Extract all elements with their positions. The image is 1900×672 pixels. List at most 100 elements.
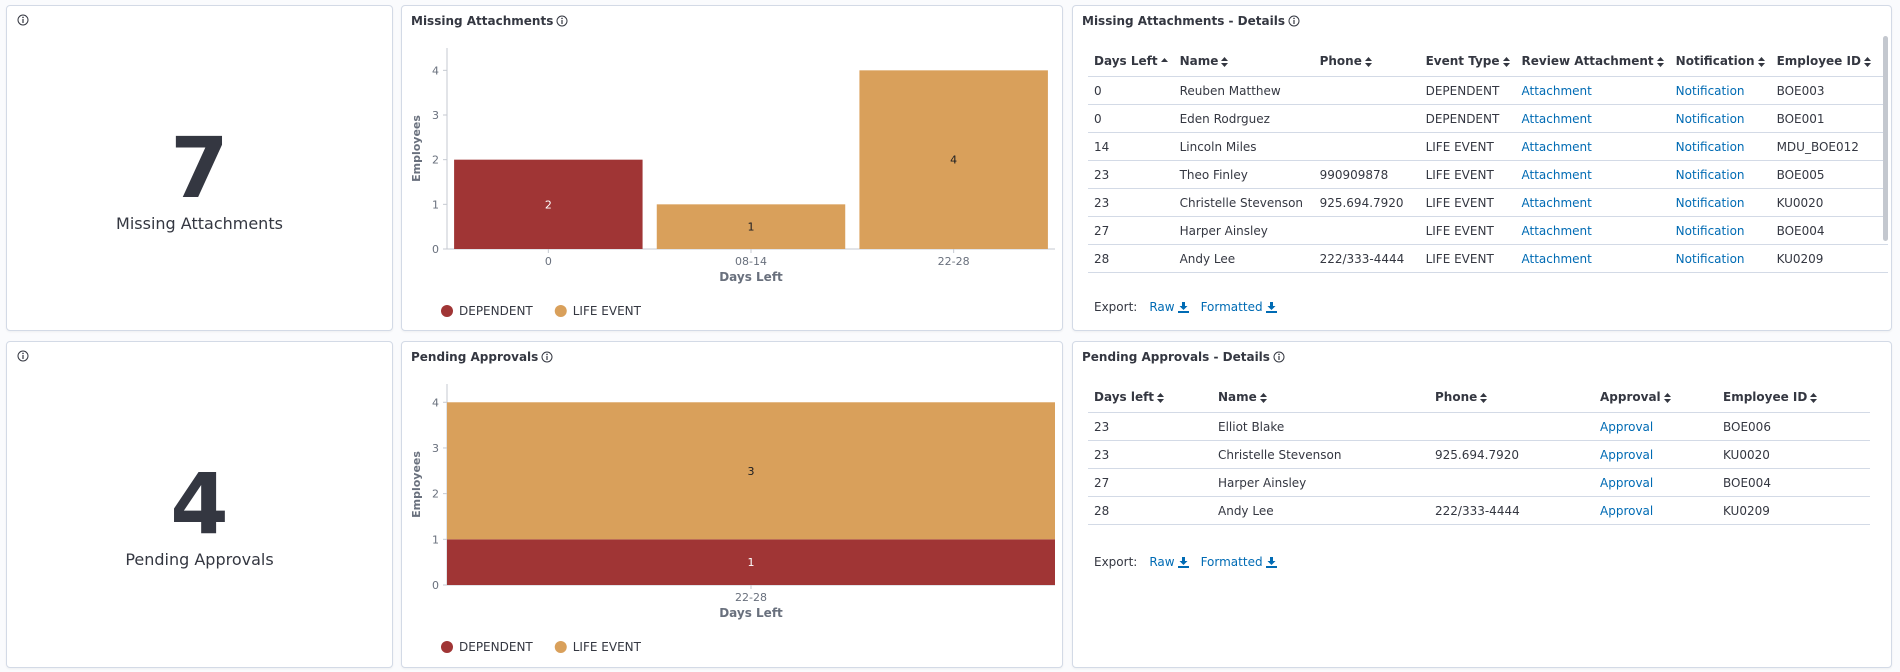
export-raw[interactable]: Raw [1149,300,1189,314]
table-cell: 23 [1088,188,1174,217]
export-formatted[interactable]: Formatted [1201,555,1277,569]
link-cell[interactable]: Attachment [1515,244,1670,273]
sort-icon [1863,56,1871,67]
chart-panel: Pending Approvals 0 1 2 3 4 Employees 22-28 1 3 Da… [401,341,1063,668]
link-cell[interactable]: Approval [1594,440,1717,469]
column-header[interactable]: Phone [1429,382,1594,413]
download-icon [1265,301,1277,313]
bar-segment [447,539,1055,585]
bar-label: 3 [748,465,755,478]
link-cell[interactable]: Notification [1669,244,1771,273]
info-icon [17,350,29,362]
bar-segment [656,204,846,249]
column-header-text: Approval [1600,390,1661,404]
table-cell: 14 [1088,132,1174,161]
link-cell[interactable]: Approval [1594,412,1717,441]
table-cell: DEPENDENT [1419,76,1516,105]
link-cell[interactable]: Attachment [1515,104,1670,133]
column-header[interactable]: Employee ID [1770,46,1888,77]
table-cell: Eden Rodrguez [1173,104,1314,133]
info-icon [541,351,553,363]
table-cell: 23 [1088,160,1174,189]
table-row: 27 Harper Ainsley LIFE EVENT Attachment Noti… [1088,216,1888,245]
y-tick-label: 0 [432,579,439,592]
column-header[interactable]: Employee ID [1717,382,1870,413]
table-cell: KU0020 [1770,188,1888,217]
chart-title: Missing Attachments [411,14,554,28]
table-cell [1429,412,1594,441]
table-title-wrap: Pending Approvals - Details [1082,350,1285,364]
table-cell: 222/333-4444 [1313,244,1420,273]
table-head: Days Left Name Phone Event Type Review Attac… [1088,46,1888,77]
table-cell [1313,76,1420,105]
table-cell: 0 [1088,76,1174,105]
x-tick-label: 0 [545,255,552,268]
link-cell[interactable]: Attachment [1515,188,1670,217]
table-row: 14 Lincoln Miles LIFE EVENT Attachment Notif… [1088,132,1888,161]
table-row: 0 Reuben Matthew DEPENDENT Attachment Notifi… [1088,76,1888,105]
y-tick-label: 2 [432,154,439,167]
table-cell: BOE005 [1770,160,1888,189]
icon-shape [1757,56,1765,67]
column-header-text: Name [1179,54,1219,68]
table-cell: LIFE EVENT [1419,244,1516,273]
export-raw-text: Raw [1149,300,1175,314]
icon-shape [1265,556,1277,568]
export-formatted-text: Formatted [1200,300,1263,314]
table-row: 23 Christelle Stevenson 925.694.7920 Approv… [1088,440,1870,469]
scrollbar [1883,36,1888,241]
icon-dot [1278,353,1280,356]
export-raw[interactable]: Raw [1149,555,1189,569]
export-formatted[interactable]: Formatted [1201,300,1277,314]
column-header[interactable]: Phone [1313,46,1420,77]
export-raw-text: Raw [1149,555,1175,569]
column-header[interactable]: Name [1212,382,1429,413]
link-cell[interactable]: Attachment [1515,216,1670,245]
metric-label: Pending Approvals [125,550,274,569]
column-header[interactable]: Name [1173,46,1314,77]
link-cell[interactable]: Attachment [1515,132,1670,161]
table-cell: BOE003 [1770,76,1888,105]
column-header-text: Notification [1675,54,1755,68]
link-cell[interactable]: Attachment [1515,76,1670,105]
icon-bar [1278,356,1280,360]
y-tick-label: 1 [432,533,439,546]
link-cell[interactable]: Notification [1669,76,1771,105]
link-cell[interactable]: Notification [1669,104,1771,133]
download-icon [1265,556,1277,568]
table-cell: KU0020 [1717,440,1870,469]
link-cell[interactable]: Attachment [1515,160,1670,189]
link-cell[interactable]: Approval [1594,496,1717,525]
column-header[interactable]: Days left [1088,382,1212,413]
table-row: 28 Andy Lee 222/333-4444 LIFE EVENT Attachme… [1088,244,1888,273]
bar-segment [859,70,1048,249]
chart: 0 1 2 3 4 Employees 0 2 08-14 1 22-28 4 Days Left DEP… [410,48,1055,318]
link-cell[interactable]: Notification [1669,160,1771,189]
bar-label: 1 [748,556,755,569]
link-cell[interactable]: Approval [1594,468,1717,497]
link-cell[interactable]: Notification [1669,132,1771,161]
column-header[interactable]: Review Attachment [1515,46,1670,77]
link-cell[interactable]: Notification [1669,216,1771,245]
column-header[interactable]: Days Left [1088,46,1174,77]
table-cell: BOE004 [1770,216,1888,245]
column-header-text: Employee ID [1723,390,1808,404]
legend-swatch [554,641,567,653]
table-panel: Pending Approvals - Details Days left Name… [1072,341,1892,668]
sort-icon [1221,56,1229,67]
icon-shape [1663,392,1671,403]
table-cell: BOE006 [1717,412,1870,441]
sort-icon [1259,392,1267,403]
column-header[interactable]: Approval [1594,382,1717,413]
table-cell [1313,132,1420,161]
sort-icon [1757,56,1765,67]
header-row: Days Left Name Phone Event Type Review Attac… [1088,46,1888,77]
legend-swatch [554,305,567,317]
table-row: 27 Harper Ainsley Approval BOE004 [1088,468,1870,497]
column-header[interactable]: Event Type [1419,46,1516,77]
icon-shape [1364,56,1372,67]
column-header[interactable]: Notification [1669,46,1771,77]
link-cell[interactable]: Notification [1669,188,1771,217]
info-icon [1288,15,1300,27]
